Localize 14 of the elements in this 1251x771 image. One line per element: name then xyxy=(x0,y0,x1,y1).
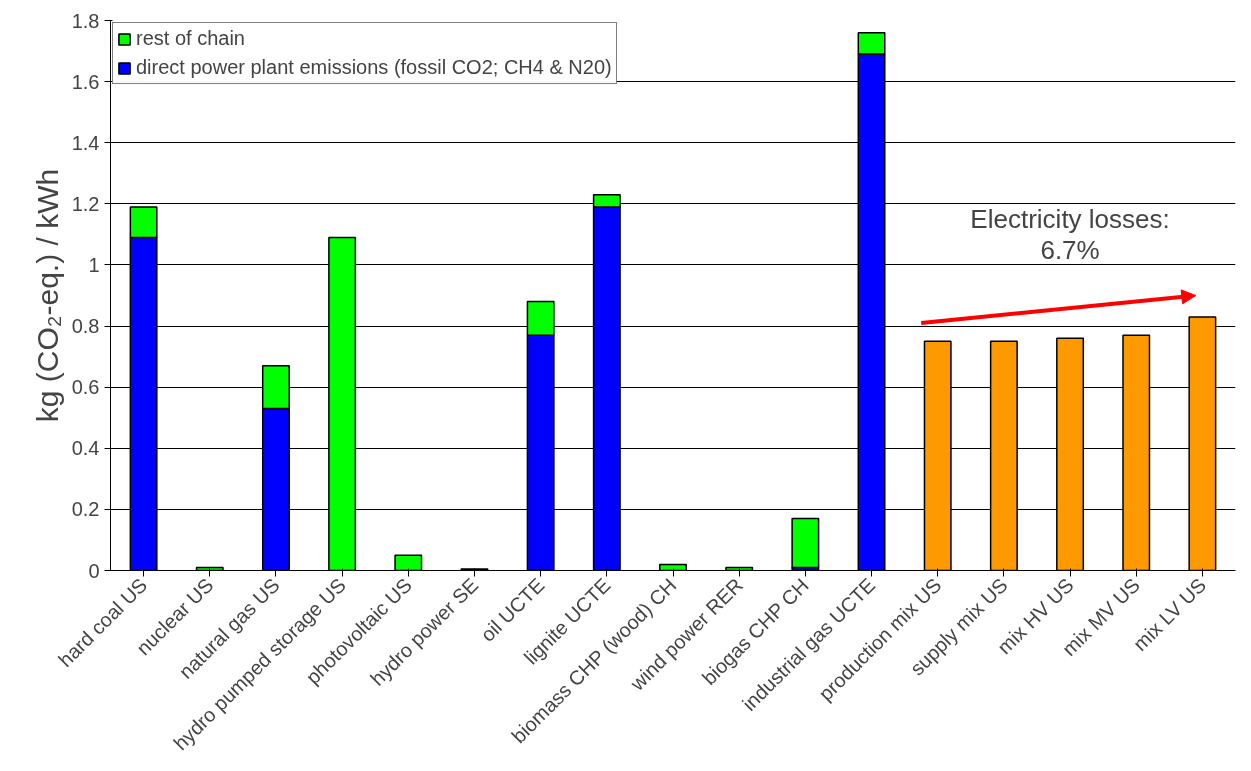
legend-label: direct power plant emissions (fossil CO2; CH4 & N20) xyxy=(136,56,612,79)
y-tick-label: 1.8 xyxy=(71,9,100,32)
y-tick-label: 0.6 xyxy=(71,376,100,399)
y-tick-label: 0.4 xyxy=(71,437,100,460)
y-tick-label: 0 xyxy=(88,559,100,582)
y-tick-label: 1.6 xyxy=(71,70,100,93)
y-tick-label: 0.8 xyxy=(71,315,100,338)
y-tick-label: 1.4 xyxy=(71,131,100,154)
annotation: Electricity losses: 6.7% xyxy=(970,204,1170,265)
y-tick-label: 0.2 xyxy=(71,498,100,521)
y-tick-label: 1.2 xyxy=(71,192,100,215)
y-tick-label: 1 xyxy=(88,253,100,276)
y-axis-title: kg (CO₂-eq.) / kWh xyxy=(30,168,64,423)
legend-label: rest of chain xyxy=(136,27,245,50)
